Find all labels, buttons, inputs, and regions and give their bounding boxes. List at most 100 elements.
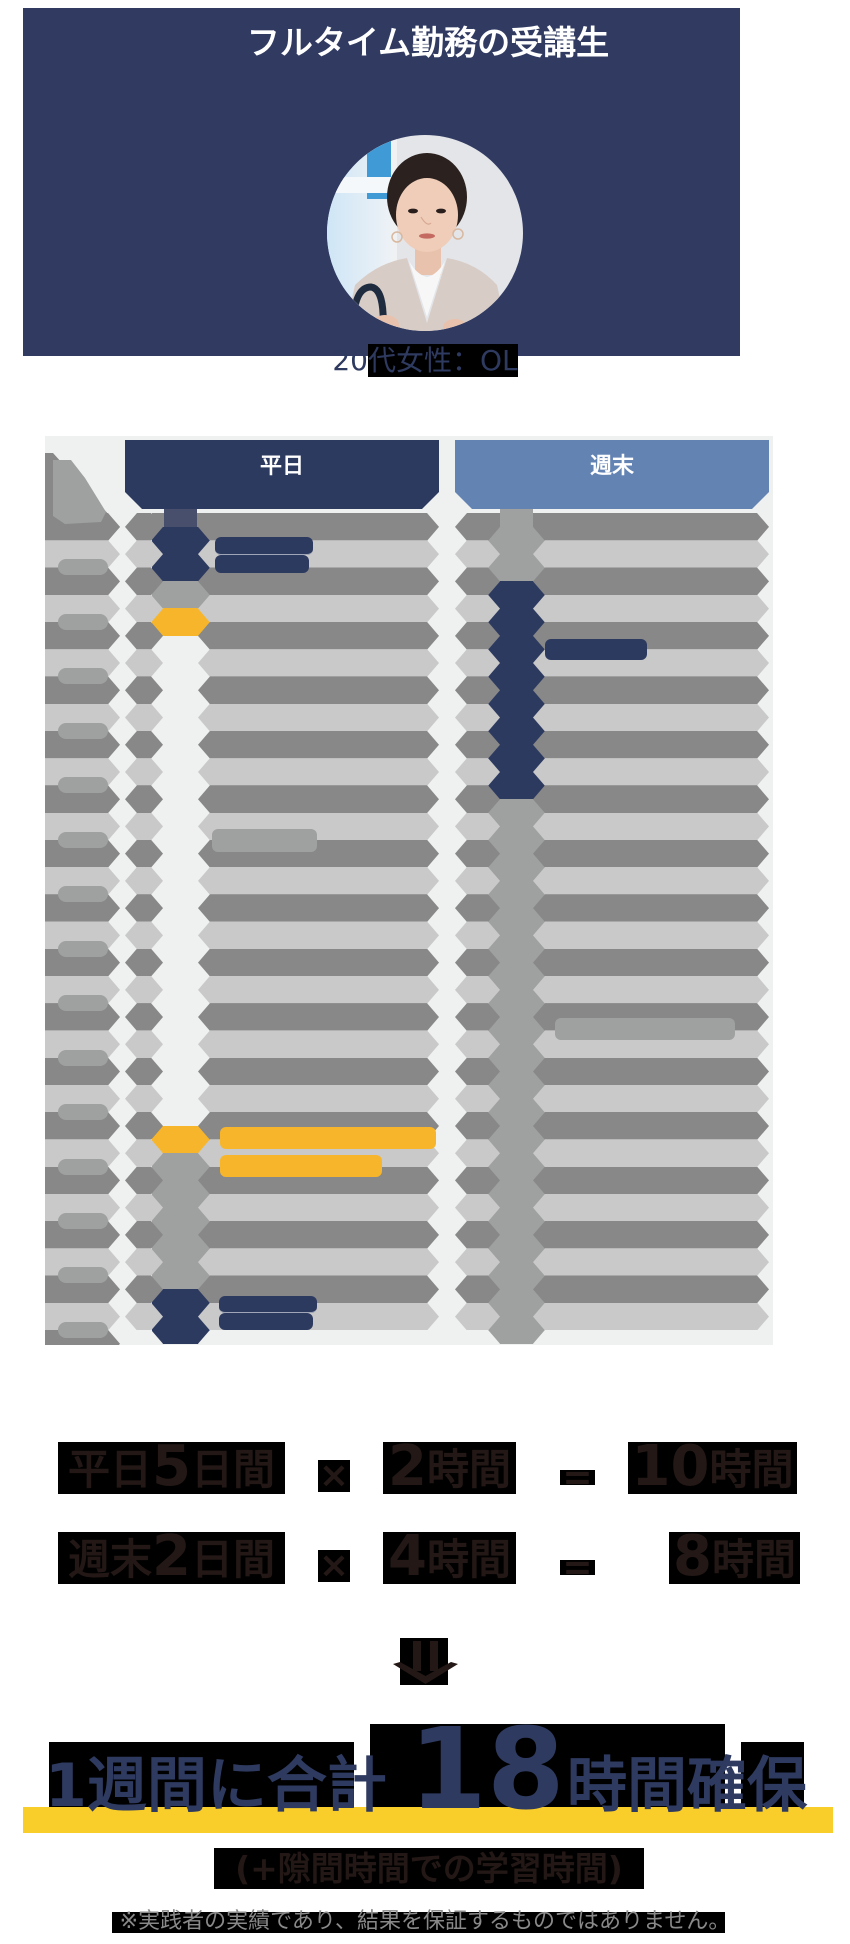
period-label: 週末 bbox=[68, 1535, 153, 1584]
weekend-column-header: 週末 bbox=[455, 440, 769, 509]
weekday-right-cell bbox=[198, 731, 439, 759]
double-down-arrow-icon bbox=[393, 1638, 458, 1685]
total-unit: 時間 bbox=[711, 1535, 796, 1584]
profile-subtitle: 20代女性：OL bbox=[300, 344, 550, 378]
weekend-right-cell bbox=[533, 894, 769, 922]
weekday-annotation-obscured bbox=[219, 1296, 317, 1330]
disclaimer-backdrop bbox=[112, 1912, 725, 1933]
hours-number: 2 bbox=[388, 1434, 427, 1499]
weekday-right-cell bbox=[198, 949, 439, 977]
weekday-annotation-obscured bbox=[215, 537, 313, 573]
hours-number: 4 bbox=[388, 1524, 427, 1589]
weekday-right-cell bbox=[198, 1221, 439, 1249]
time-label-obscured bbox=[58, 1212, 108, 1229]
days-number: 2 bbox=[152, 1524, 191, 1589]
weekday-left-cell bbox=[125, 813, 163, 841]
time-label-obscured bbox=[58, 995, 108, 1012]
profile-age: 20 bbox=[332, 344, 368, 377]
weekday-left-cell bbox=[125, 785, 163, 813]
annotation-text-line bbox=[220, 1155, 382, 1177]
profile-title: フルタイム勤務の受講生 bbox=[246, 23, 610, 62]
weekend-right-cell bbox=[533, 1303, 769, 1331]
time-label-obscured bbox=[58, 722, 108, 739]
weekend-right-cell bbox=[533, 1221, 769, 1249]
profile-occupation: 代女性：OL bbox=[368, 344, 518, 377]
weekend-total-term: 8 時間 bbox=[669, 1524, 800, 1589]
weekday-right-cell bbox=[198, 894, 439, 922]
weekend-right-cell bbox=[533, 1139, 769, 1167]
total-hours-number: 18 bbox=[409, 1705, 565, 1835]
weekday-left-cell bbox=[125, 976, 163, 1004]
time-label-obscured bbox=[58, 1158, 108, 1175]
total-prefix: 1週間に合計 bbox=[45, 1751, 387, 1821]
weekday-right-cell bbox=[198, 758, 439, 786]
weekend-right-cell bbox=[533, 513, 769, 541]
days-unit: 日間 bbox=[190, 1535, 275, 1584]
annotation-text-line bbox=[219, 1296, 317, 1313]
hours-unit: 時間 bbox=[426, 1535, 511, 1584]
weekday-right-cell bbox=[198, 704, 439, 732]
hours-unit: 時間 bbox=[426, 1445, 511, 1494]
weekday-right-cell bbox=[198, 513, 439, 541]
weekday-left-cell bbox=[125, 1330, 163, 1345]
total-text-backdrop bbox=[741, 1742, 804, 1807]
weekend-right-cell bbox=[533, 1167, 769, 1195]
weekday-right-cell bbox=[198, 595, 439, 623]
weekday-left-cell bbox=[125, 1003, 163, 1031]
weekend-right-cell bbox=[533, 1330, 769, 1345]
weekday-right-cell bbox=[198, 1330, 439, 1345]
time-label-obscured bbox=[58, 1267, 108, 1284]
weekend-right-cell bbox=[533, 949, 769, 977]
weekend-right-cell bbox=[533, 758, 769, 786]
weekday-left-cell bbox=[125, 731, 163, 759]
annotation-text-line bbox=[545, 639, 647, 660]
weekend-annotation-obscured bbox=[555, 1018, 735, 1040]
time-label-obscured bbox=[58, 1049, 108, 1066]
time-label-obscured bbox=[58, 777, 108, 794]
weekday-right-cell bbox=[198, 676, 439, 704]
weekday-left-cell bbox=[125, 840, 163, 868]
weekday-left-cell bbox=[125, 921, 163, 949]
time-label-obscured bbox=[58, 831, 108, 848]
annotation-text-line bbox=[212, 829, 317, 852]
total-suffix: 時間確保 bbox=[567, 1751, 807, 1821]
weekday-left-cell bbox=[125, 1085, 163, 1113]
woman-portrait-photo-icon bbox=[327, 135, 523, 331]
weekday-right-cell bbox=[198, 921, 439, 949]
weekend-right-cell bbox=[533, 1194, 769, 1222]
total-unit: 時間 bbox=[709, 1445, 794, 1494]
total-number: 8 bbox=[673, 1524, 712, 1589]
weekday-right-cell bbox=[198, 785, 439, 813]
weekend-right-cell bbox=[533, 976, 769, 1004]
weekday-left-cell bbox=[125, 894, 163, 922]
total-number-backdrop bbox=[370, 1724, 725, 1807]
weekday-right-cell bbox=[198, 867, 439, 895]
weekday-left-cell bbox=[125, 649, 163, 677]
weekend-right-cell bbox=[533, 540, 769, 568]
weekday-right-cell bbox=[198, 1003, 439, 1031]
equals-sign: = bbox=[560, 1560, 595, 1575]
weekday-right-cell bbox=[198, 1248, 439, 1276]
weekday-right-cell bbox=[198, 1030, 439, 1058]
weekday-annotation-obscured bbox=[220, 1127, 436, 1177]
multiply-sign: × bbox=[318, 1545, 350, 1586]
weekend-right-cell bbox=[533, 867, 769, 895]
weekday-time-block bbox=[164, 508, 197, 527]
weekend-annotation-obscured bbox=[545, 639, 647, 660]
total-text-backdrop bbox=[49, 1742, 354, 1807]
weekend-right-cell bbox=[533, 840, 769, 868]
weekday-total-term: 10 時間 bbox=[628, 1439, 797, 1495]
time-label-obscured bbox=[58, 668, 108, 685]
weekend-right-cell bbox=[533, 921, 769, 949]
annotation-text-line bbox=[215, 537, 313, 555]
weekday-right-cell bbox=[198, 976, 439, 1004]
weekend-right-cell bbox=[533, 1058, 769, 1086]
time-label-obscured bbox=[58, 559, 108, 576]
weekend-right-cell bbox=[533, 813, 769, 841]
weekday-time-block bbox=[152, 1152, 211, 1290]
weekend-days-term: 週末 2 日間 bbox=[58, 1524, 285, 1589]
weekend-right-cell bbox=[533, 595, 769, 623]
weekday-time-block bbox=[152, 581, 211, 609]
note-backdrop bbox=[214, 1848, 644, 1889]
profile-photo bbox=[327, 135, 523, 331]
